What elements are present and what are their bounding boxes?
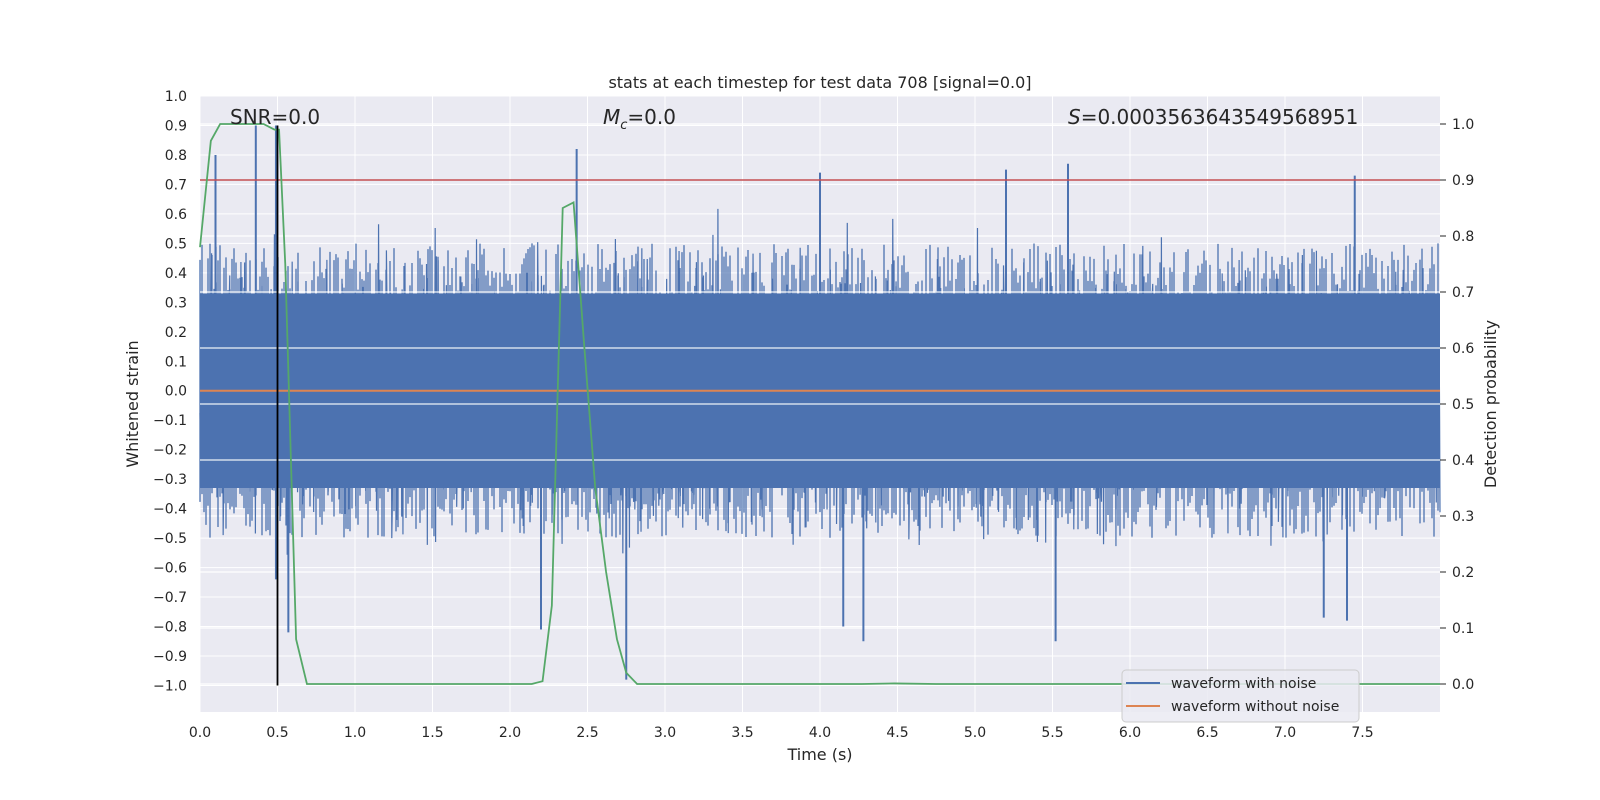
x-tick-label: 7.5	[1351, 725, 1373, 741]
x-tick-label: 2.0	[499, 725, 521, 741]
y2-axis-label: Detection probability	[1481, 320, 1500, 488]
y2-tick-label: 0.4	[1452, 453, 1474, 469]
x-tick-label: 5.0	[964, 725, 986, 741]
series-lines	[199, 123, 1440, 686]
y-tick-label: −0.8	[153, 620, 187, 636]
y-tick-label: −0.3	[153, 472, 187, 488]
y2-tick-label: 0.6	[1452, 341, 1474, 357]
y-tick-label: 0.0	[165, 384, 187, 400]
annotation-s-value: =0.0003563643549568951	[1081, 105, 1359, 129]
y2-tick-label: 0.8	[1452, 229, 1474, 245]
x-tick-label: 4.5	[886, 725, 908, 741]
annotation-mc-symbol: M	[603, 105, 620, 129]
y-tick-label: −0.4	[153, 502, 187, 518]
y2-tick-label: 0.0	[1452, 677, 1474, 693]
y-tick-label: 1.0	[165, 89, 187, 105]
x-tick-label: 6.0	[1119, 725, 1141, 741]
ticks: 0.0 0.5 1.0 1.5 2.0 2.5 3.0 3.5 4.0 4.5 5.0 5.5 6.0 6…	[153, 89, 1474, 741]
x-tick-label: 4.0	[809, 725, 831, 741]
x-tick-label: 7.0	[1274, 725, 1296, 741]
annotation-s-symbol: S	[1068, 105, 1081, 129]
y-tick-label: −1.0	[153, 678, 187, 694]
annotation-s: S=0.0003563643549568951	[1068, 105, 1358, 129]
y-tick-label: −0.5	[153, 531, 187, 547]
y2-tick-label: 0.5	[1452, 397, 1474, 413]
x-tick-label: 3.0	[654, 725, 676, 741]
x-tick-label: 2.5	[576, 725, 598, 741]
y-tick-label: 0.2	[165, 325, 187, 341]
y-tick-label: 0.5	[165, 236, 187, 252]
y-axis-label: Whitened strain	[123, 340, 142, 467]
annotation-mc-subscript: c	[620, 118, 627, 133]
x-tick-label: 3.5	[731, 725, 753, 741]
y-tick-label: −0.9	[153, 649, 187, 665]
y-tick-label: 0.7	[165, 177, 187, 193]
y-tick-label: −0.7	[153, 590, 187, 606]
y-tick-label: 0.3	[165, 295, 187, 311]
series-detection-probability	[199, 123, 1440, 685]
annotation-snr: SNR=0.0	[230, 105, 320, 129]
y-tick-label: 0.8	[165, 148, 187, 164]
y-tick-label: 0.4	[165, 266, 187, 282]
y-tick-label: 0.9	[165, 118, 187, 134]
legend-label-waveform-with-noise: waveform with noise	[1171, 676, 1316, 692]
legend: waveform with noise waveform without noi…	[1121, 669, 1360, 723]
y2-tick-label: 0.1	[1452, 621, 1474, 637]
x-axis-label: Time (s)	[786, 745, 852, 764]
y-tick-label: −0.1	[153, 413, 187, 429]
y2-tick-label: 0.7	[1452, 285, 1474, 301]
x-tick-label: 0.5	[266, 725, 288, 741]
x-tick-label: 5.5	[1041, 725, 1063, 741]
y-tick-label: −0.2	[153, 443, 187, 459]
annotation-mc-value: =0.0	[627, 105, 676, 129]
y-tick-label: 0.6	[165, 207, 187, 223]
x-tick-label: 1.0	[344, 725, 366, 741]
y2-tick-label: 1.0	[1452, 117, 1474, 133]
y-tick-label: 0.1	[165, 354, 187, 370]
y2-tick-label: 0.3	[1452, 509, 1474, 525]
chart-title: stats at each timestep for test data 708…	[608, 73, 1031, 92]
y2-tick-label: 0.2	[1452, 565, 1474, 581]
x-tick-label: 6.5	[1196, 725, 1218, 741]
y2-tick-label: 0.9	[1452, 173, 1474, 189]
annotation-mc: Mc=0.0	[603, 105, 676, 133]
x-tick-label: 1.5	[421, 725, 443, 741]
y-tick-label: −0.6	[153, 561, 187, 577]
legend-label-waveform-without-noise: waveform without noise	[1171, 699, 1339, 715]
x-tick-label: 0.0	[189, 725, 211, 741]
legend-box	[1121, 669, 1360, 723]
